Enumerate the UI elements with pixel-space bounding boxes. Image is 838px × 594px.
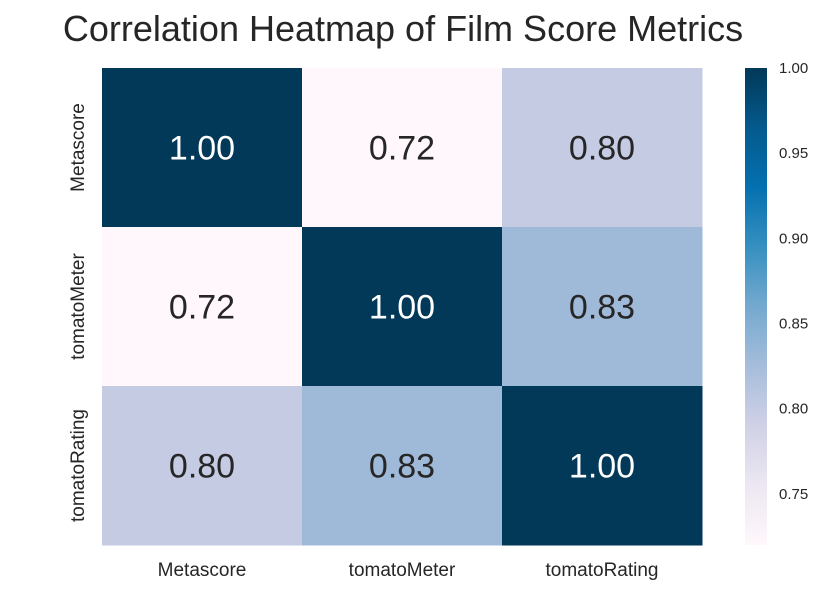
- chart-title: Correlation Heatmap of Film Score Metric…: [62, 8, 744, 49]
- heatmap-cell-0-0: [102, 68, 303, 228]
- colorbar-tick-label-0: 0.75: [779, 486, 808, 503]
- colorbar-tick-labels: 0.75 0.80 0.85 0.90 0.95 1.00: [779, 60, 808, 503]
- colorbar-tick-label-2: 0.85: [779, 316, 808, 333]
- y-axis-tick-labels: Metascore tomatoMeter tomatoRating: [68, 103, 89, 522]
- heatmap-cells: [102, 68, 703, 546]
- y-tick-label-2: tomatoRating: [68, 409, 89, 522]
- heatmap-cell-2-0: [102, 386, 303, 546]
- heatmap-cell-2-1: [302, 386, 503, 546]
- x-tick-label-1: tomatoMeter: [349, 560, 456, 581]
- cell-value-label-2-0: 0.80: [169, 448, 235, 486]
- cell-value-label-1-1: 1.00: [369, 289, 435, 327]
- cell-value-label-2-1: 0.83: [369, 448, 435, 486]
- x-tick-label-0: Metascore: [158, 560, 247, 581]
- cell-value-label-0-2: 0.80: [569, 130, 635, 168]
- cell-value-label-1-0: 0.72: [169, 289, 235, 327]
- cell-value-label-0-0: 1.00: [169, 130, 235, 168]
- x-tick-label-2: tomatoRating: [545, 560, 658, 581]
- heatmap-cell-2-2: [502, 386, 703, 546]
- colorbar-tick-label-5: 1.00: [779, 60, 808, 77]
- colorbar-tick-label-1: 0.80: [779, 401, 808, 418]
- cell-value-label-0-1: 0.72: [369, 130, 435, 168]
- colorbar: 0.75 0.80 0.85 0.90 0.95 1.00: [745, 60, 808, 545]
- heatmap-cell-0-2: [502, 68, 703, 228]
- heatmap-cell-0-1: [302, 68, 503, 228]
- cell-value-label-1-2: 0.83: [569, 289, 635, 327]
- x-axis-tick-labels: Metascore tomatoMeter tomatoRating: [158, 560, 659, 581]
- heatmap-cell-1-1: [302, 227, 503, 387]
- heatmap-cell-1-0: [102, 227, 303, 387]
- cell-value-labels: 1.00 0.72 0.80 0.72 1.00 0.83 0.80 0.83 1.00: [169, 130, 635, 486]
- cell-value-label-2-2: 1.00: [569, 448, 635, 486]
- colorbar-gradient: [745, 68, 767, 545]
- colorbar-tick-label-3: 0.90: [779, 230, 808, 247]
- heatmap-cell-1-2: [502, 227, 703, 387]
- y-tick-label-1: tomatoMeter: [68, 253, 89, 360]
- y-tick-label-0: Metascore: [68, 103, 89, 192]
- colorbar-tick-label-4: 0.95: [779, 145, 808, 162]
